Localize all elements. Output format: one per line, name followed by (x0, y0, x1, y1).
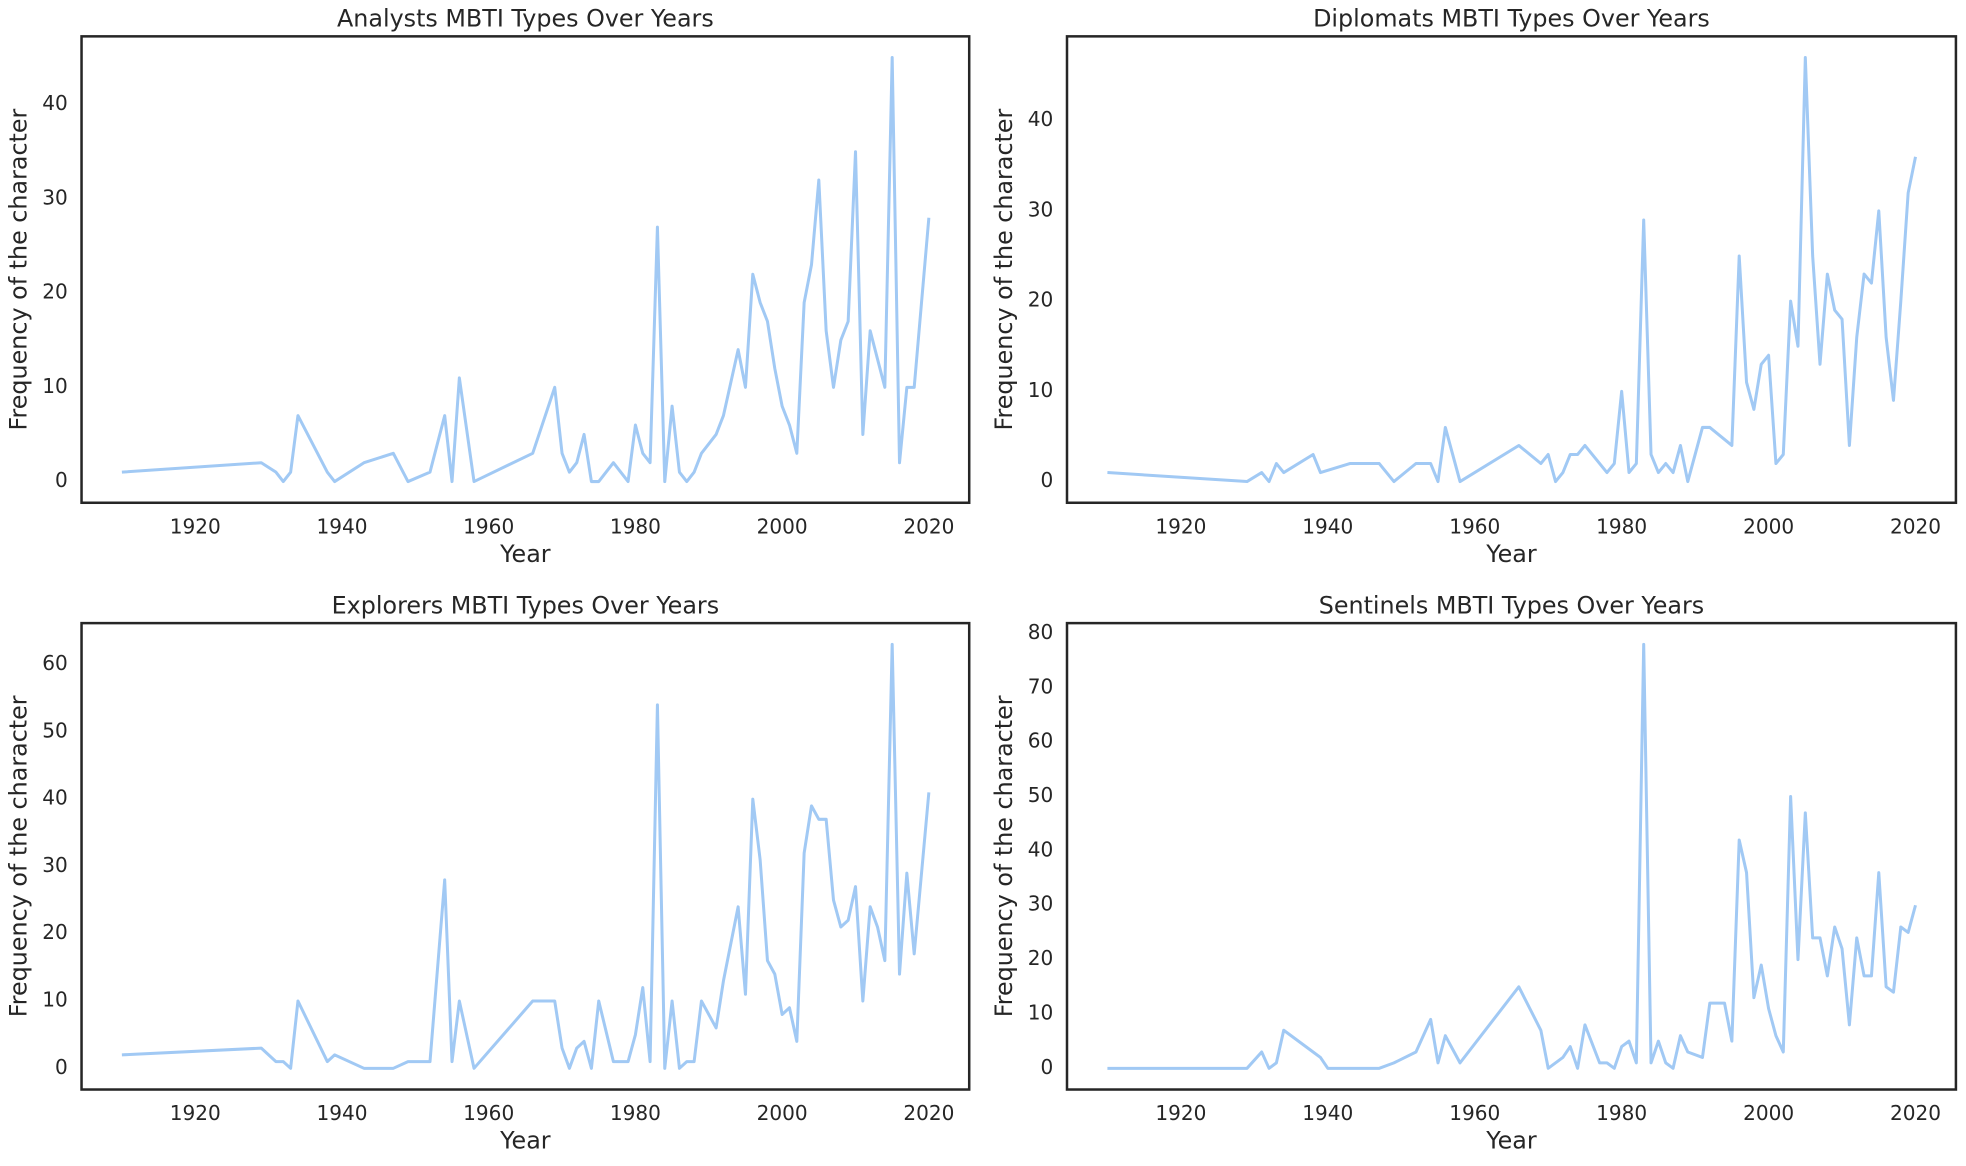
y-tick-label: 0 (55, 1055, 68, 1079)
y-tick-label: 30 (1028, 892, 1054, 916)
subplot: Diplomats MBTI Types Over Years Year Frequ… (990, 5, 1958, 568)
data-line (121, 642, 931, 1070)
x-tick-label: 1980 (610, 514, 661, 538)
y-tick-label: 60 (1028, 729, 1054, 753)
y-axis-label: Frequency of the character (990, 695, 1018, 1017)
x-tick-label: 2020 (1890, 1101, 1941, 1125)
x-tick-label: 1980 (610, 1101, 661, 1125)
plot-frame (1065, 35, 1958, 505)
y-axis-label: Frequency of the character (990, 108, 1018, 430)
y-tick-label: 80 (1028, 620, 1054, 644)
y-tick-label: 10 (1028, 1000, 1054, 1024)
y-tick-label: 20 (1028, 946, 1054, 970)
subplot: Explorers MBTI Types Over Years Year Frequ… (5, 591, 971, 1155)
x-tick-label: 2020 (1890, 514, 1941, 538)
data-line (121, 56, 931, 484)
y-tick-label: 20 (42, 920, 68, 944)
x-axis-label: Year (499, 540, 551, 568)
data-line (1107, 642, 1917, 1070)
y-tick-label: 70 (1028, 674, 1054, 698)
x-tick-label: 1940 (316, 514, 367, 538)
y-tick-label: 10 (1028, 378, 1054, 402)
y-axis-label: Frequency of the character (5, 695, 33, 1017)
plot-frame (1065, 621, 1958, 1091)
y-tick-label: 40 (1028, 837, 1054, 861)
y-tick-label: 40 (1028, 107, 1054, 131)
x-tick-label: 2000 (1743, 1101, 1794, 1125)
y-tick-label: 50 (1028, 783, 1054, 807)
chart-title: Sentinels MBTI Types Over Years (1319, 591, 1705, 619)
y-tick-label: 50 (42, 718, 68, 742)
y-tick-label: 30 (1028, 197, 1054, 221)
x-tick-label: 1980 (1596, 514, 1647, 538)
x-tick-label: 2020 (903, 514, 954, 538)
x-tick-label: 2000 (757, 514, 808, 538)
subplot: Analysts MBTI Types Over Years Year Freque… (5, 5, 971, 568)
data-line (1107, 56, 1917, 484)
y-tick-label: 20 (1028, 288, 1054, 312)
x-tick-label: 1960 (1449, 1101, 1500, 1125)
y-tick-label: 10 (42, 374, 68, 398)
x-tick-label: 1960 (463, 1101, 514, 1125)
x-tick-label: 1920 (1155, 1101, 1206, 1125)
x-tick-label: 1960 (463, 514, 514, 538)
x-tick-label: 1920 (170, 514, 221, 538)
x-tick-label: 1940 (1302, 514, 1353, 538)
x-axis-label: Year (499, 1127, 551, 1155)
y-axis-label: Frequency of the character (5, 108, 33, 430)
chart-title: Analysts MBTI Types Over Years (337, 5, 714, 33)
x-axis-label: Year (1485, 540, 1537, 568)
y-tick-label: 30 (42, 185, 68, 209)
y-tick-label: 10 (42, 988, 68, 1012)
y-tick-label: 0 (1040, 468, 1053, 492)
x-tick-label: 1920 (1155, 514, 1206, 538)
y-tick-label: 40 (42, 786, 68, 810)
x-tick-label: 2020 (903, 1101, 954, 1125)
chart-title: Explorers MBTI Types Over Years (332, 591, 719, 619)
plot-frame (80, 621, 971, 1091)
plot-frame (80, 35, 971, 505)
y-tick-label: 20 (42, 280, 68, 304)
chart-title: Diplomats MBTI Types Over Years (1313, 5, 1710, 33)
y-tick-label: 0 (55, 468, 68, 492)
subplot: Sentinels MBTI Types Over Years Year Frequ… (990, 591, 1958, 1155)
x-tick-label: 2000 (1743, 514, 1794, 538)
y-tick-label: 0 (1040, 1055, 1053, 1079)
x-tick-label: 1940 (316, 1101, 367, 1125)
x-tick-label: 1940 (1302, 1101, 1353, 1125)
y-tick-label: 40 (42, 91, 68, 115)
y-tick-label: 60 (42, 651, 68, 675)
y-tick-label: 30 (42, 853, 68, 877)
x-tick-label: 1980 (1596, 1101, 1647, 1125)
x-axis-label: Year (1485, 1127, 1537, 1155)
x-tick-label: 1920 (170, 1101, 221, 1125)
x-tick-label: 2000 (757, 1101, 808, 1125)
x-tick-label: 1960 (1449, 514, 1500, 538)
